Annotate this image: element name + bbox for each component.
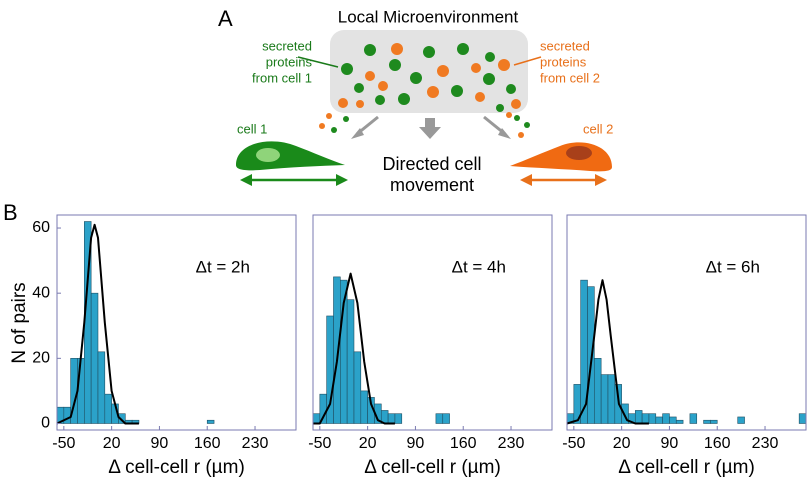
x-tick-label: 230 — [752, 435, 779, 452]
x-tick-label: 90 — [151, 435, 169, 452]
x-axis-label: Δ cell-cell r (µm) — [108, 457, 245, 478]
y-axis-label: N of pairs — [9, 282, 30, 363]
bar — [594, 358, 602, 424]
plot-frame — [566, 214, 807, 431]
y-tick-label: 40 — [32, 284, 50, 301]
note-line: from cell 1 — [252, 70, 312, 85]
bar — [662, 413, 670, 424]
annotation: Δt = 4h — [452, 257, 506, 276]
bar — [97, 351, 106, 424]
x-tick-label: 160 — [704, 435, 731, 452]
bar — [798, 413, 807, 424]
x-tick-label: -50 — [562, 435, 585, 452]
note-line: from cell 2 — [540, 70, 600, 85]
x-tick-label: 160 — [450, 435, 477, 452]
x-tick-label: 230 — [498, 435, 525, 452]
motion-arrow — [520, 174, 607, 186]
left-note: secreted proteins from cell 1 — [252, 38, 312, 85]
nucleus — [256, 148, 280, 162]
x-tick-label: 20 — [359, 435, 377, 452]
bar — [118, 413, 126, 424]
plot-frame — [56, 214, 297, 431]
bar — [710, 419, 718, 424]
annotation: Δt = 6h — [706, 257, 760, 276]
fit-curve — [56, 223, 139, 425]
nucleus — [566, 146, 592, 160]
note-line: proteins — [266, 54, 313, 69]
x-tick-label: 160 — [194, 435, 221, 452]
bar — [607, 374, 616, 424]
x-tick-label: 20 — [103, 435, 121, 452]
x-tick-label: -50 — [308, 435, 331, 452]
panel-label: A — [218, 6, 233, 31]
motion-arrow — [240, 174, 348, 186]
cell-label: cell 2 — [583, 121, 613, 136]
panel-label: B — [3, 200, 18, 225]
annotation: Δt = 2h — [196, 257, 250, 276]
cell-1 — [236, 141, 345, 171]
bar — [206, 419, 215, 424]
x-tick-label: 20 — [613, 435, 631, 452]
y-tick-label: 60 — [32, 219, 50, 236]
bar — [394, 413, 403, 424]
y-tick-label: 0 — [41, 415, 50, 432]
bar — [655, 416, 663, 424]
arrows — [351, 115, 511, 139]
bar — [353, 351, 362, 424]
bar — [703, 419, 711, 424]
x-tick-label: 90 — [661, 435, 679, 452]
bar — [104, 393, 112, 424]
y-tick-label: 20 — [32, 350, 50, 367]
bar — [346, 299, 355, 424]
bar — [634, 410, 643, 424]
x-tick-label: 90 — [407, 435, 425, 452]
bar — [675, 419, 684, 424]
note-line: secreted — [540, 38, 590, 53]
fit-curve — [566, 279, 649, 425]
bar — [689, 413, 698, 424]
note-line: proteins — [540, 54, 587, 69]
bar — [435, 413, 444, 424]
diagram-title: Local Microenvironment — [338, 7, 519, 26]
note-line: secreted — [262, 38, 312, 53]
bar — [587, 286, 595, 424]
pointer — [297, 56, 339, 68]
plot-frame — [312, 214, 553, 431]
bar — [737, 416, 745, 424]
bar — [333, 276, 341, 424]
bar — [63, 406, 71, 424]
bar — [312, 413, 321, 424]
x-tick-label: -50 — [52, 435, 75, 452]
bar — [648, 413, 657, 424]
bar — [641, 413, 650, 424]
movement-label: Directed cell — [382, 154, 481, 174]
x-tick-label: 230 — [242, 435, 269, 452]
bar — [360, 390, 368, 424]
pointer — [513, 56, 542, 66]
right-note: secreted proteins from cell 2 — [540, 38, 600, 85]
protein-dots — [319, 43, 530, 138]
fit-curve — [313, 272, 395, 425]
cell-2 — [510, 142, 612, 172]
movement-label: movement — [390, 175, 474, 195]
bar — [90, 292, 99, 424]
x-axis-label: Δ cell-cell r (µm) — [364, 457, 501, 478]
bar — [669, 416, 677, 424]
bar — [77, 358, 85, 424]
bar — [387, 413, 396, 424]
bar — [442, 413, 450, 424]
bar — [600, 374, 609, 424]
cell-label: cell 1 — [237, 121, 267, 136]
x-axis-label: Δ cell-cell r (µm) — [618, 457, 755, 478]
